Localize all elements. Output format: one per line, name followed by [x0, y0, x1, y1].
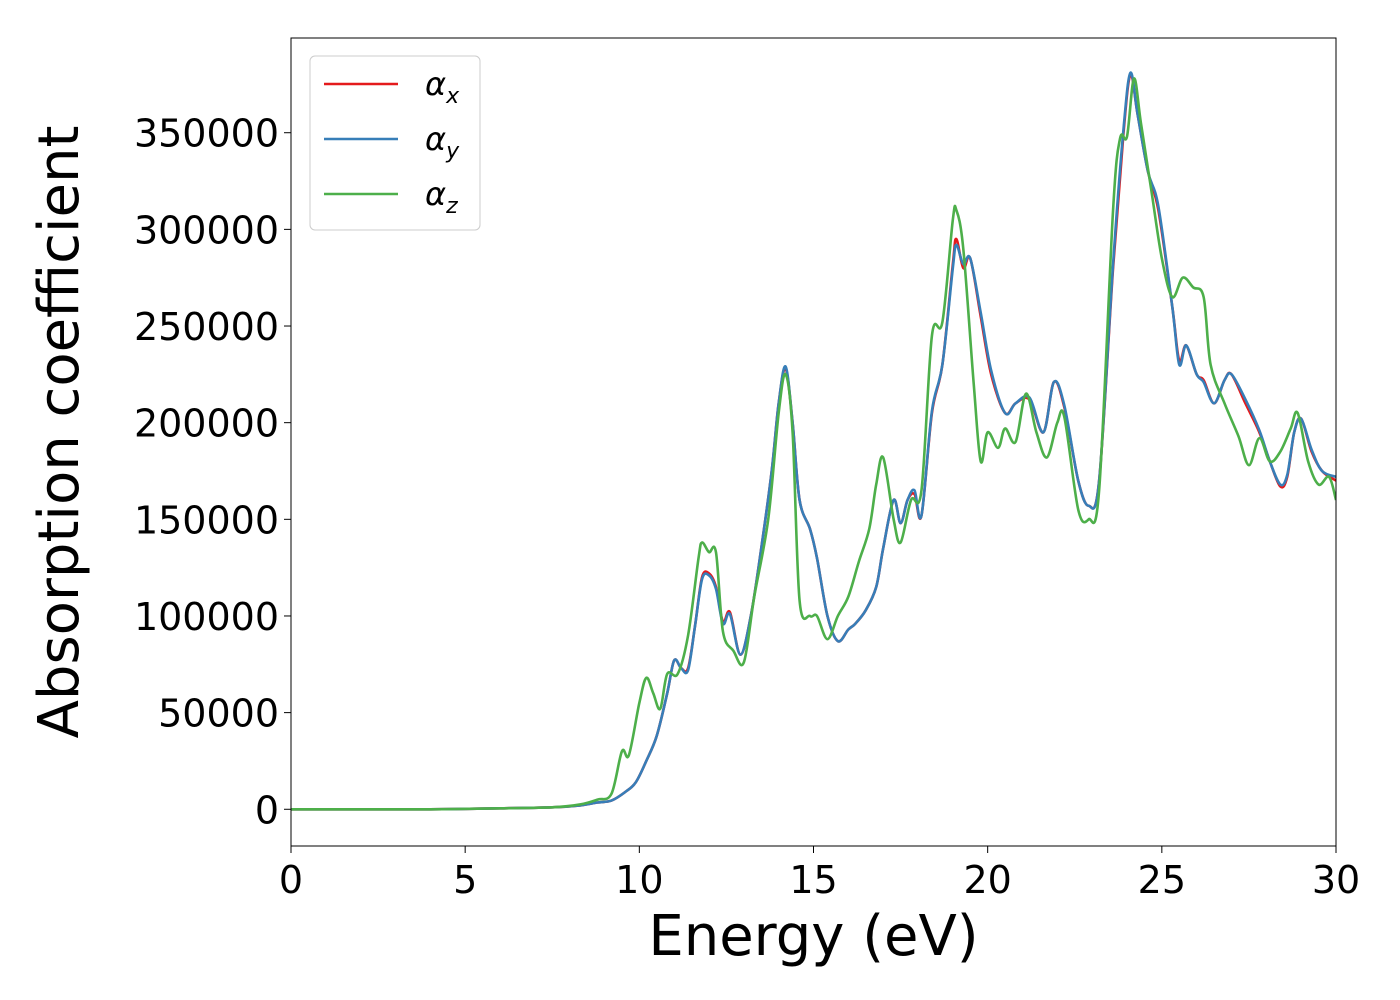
legend-label-y: αy — [425, 120, 460, 164]
y-tick-label: 350000 — [134, 112, 279, 156]
x-axis-label: Energy (eV) — [648, 904, 978, 969]
legend-box — [309, 55, 481, 231]
y-axis-ticks: 0 50000 100000 150000 200000 250000 300000 3500… — [134, 112, 291, 832]
x-tick-label: 0 — [279, 858, 303, 902]
x-tick-label: 15 — [789, 858, 837, 902]
x-tick-label: 30 — [1312, 858, 1360, 902]
y-tick-label: 250000 — [134, 305, 279, 349]
series-line-z — [291, 77, 1336, 811]
y-tick-label: 300000 — [134, 208, 279, 252]
x-tick-label: 10 — [615, 858, 663, 902]
x-tick-label: 25 — [1138, 858, 1186, 902]
x-axis-ticks: 0 5 10 15 20 25 30 — [279, 846, 1360, 902]
y-tick-label: 150000 — [134, 498, 279, 542]
y-tick-label: 100000 — [134, 595, 279, 639]
series-line-y — [291, 71, 1336, 811]
y-tick-label: 0 — [255, 788, 279, 832]
y-tick-label: 200000 — [134, 402, 279, 446]
x-tick-label: 5 — [453, 858, 477, 902]
y-axis-label: Absorption coefficient — [27, 126, 92, 739]
y-tick-label: 50000 — [158, 692, 279, 736]
series-layer — [291, 71, 1336, 811]
x-tick-label: 20 — [963, 858, 1011, 902]
